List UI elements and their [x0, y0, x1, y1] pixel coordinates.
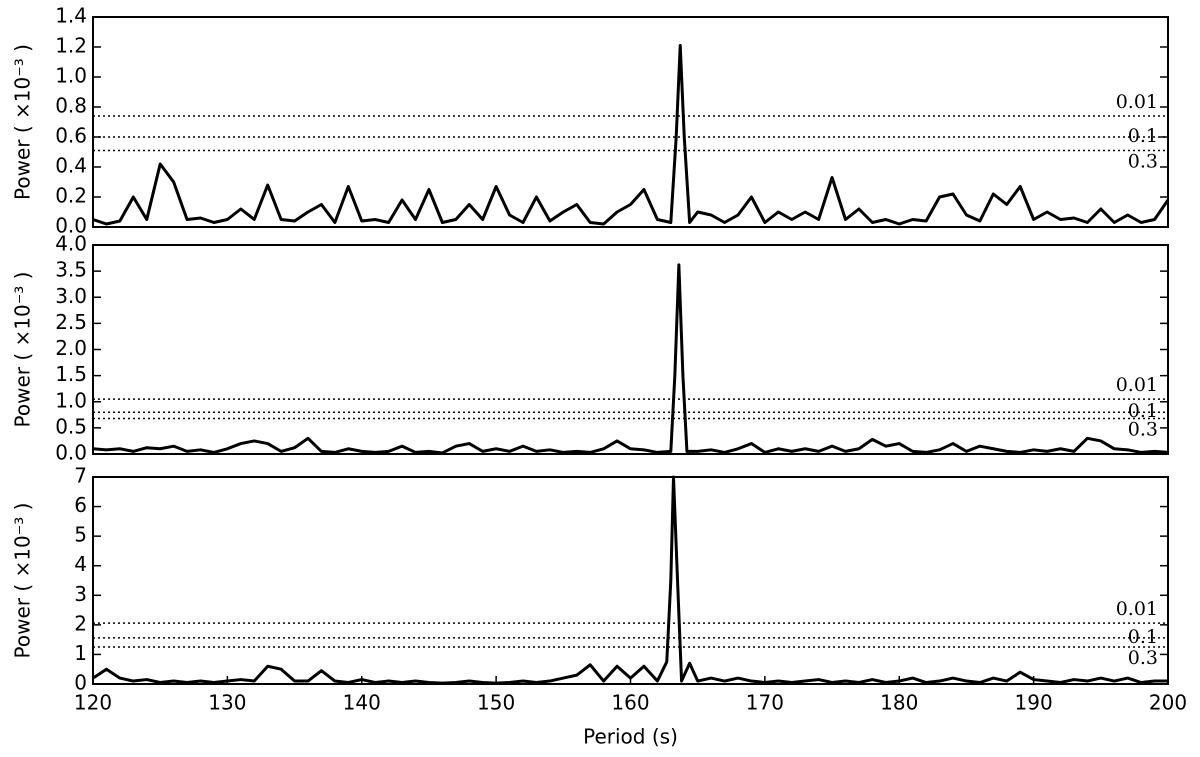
x-tick-label: 170: [746, 691, 784, 715]
x-tick-label: 120: [74, 691, 112, 715]
threshold-label: 0.3: [1128, 647, 1158, 669]
threshold-label: 0.3: [1128, 151, 1158, 173]
y-tick-label: 2.5: [55, 310, 87, 334]
plot-frame: [92, 476, 1169, 685]
y-tick-label: 0.2: [55, 184, 87, 208]
y-tick-label: 0: [74, 671, 87, 695]
y-tick-label: 0.5: [55, 414, 87, 438]
threshold-label: 0.1: [1128, 626, 1158, 648]
y-tick-label: 4.0: [55, 232, 87, 256]
threshold-label: 0.01: [1116, 598, 1158, 620]
y-tick-label: 2.0: [55, 336, 87, 360]
x-axis-label: Period (s): [583, 725, 678, 749]
y-tick-label: 1.2: [55, 34, 87, 58]
plot-frame: [92, 16, 1169, 228]
y-tick-label: 0.4: [55, 154, 87, 178]
x-tick-label: 180: [880, 691, 918, 715]
y-tick-label: 2: [74, 611, 87, 635]
y-tick-label: 0.6: [55, 124, 87, 148]
y-axis-label: Power ( ×10⁻³ ): [11, 44, 35, 200]
y-tick-label: 5: [74, 523, 87, 547]
x-tick-label: 160: [611, 691, 649, 715]
y-tick-label: 4: [74, 552, 87, 576]
threshold-label: 0.1: [1128, 400, 1158, 422]
y-axis-label: Power ( ×10⁻³ ): [11, 503, 35, 659]
x-tick-label: 150: [477, 691, 515, 715]
x-tick-label: 130: [208, 691, 246, 715]
y-tick-label: 3: [74, 582, 87, 606]
y-tick-label: 0.8: [55, 94, 87, 118]
line-series: [92, 263, 1169, 455]
line-series: [92, 475, 1168, 685]
y-tick-label: 1: [74, 641, 87, 665]
x-tick-label: 140: [343, 691, 381, 715]
y-tick-label: 0.0: [55, 441, 87, 465]
y-tick-label: 3.5: [55, 258, 87, 282]
y-tick-label: 7: [74, 464, 87, 488]
threshold-label: 0.01: [1116, 91, 1158, 113]
threshold-label: 0.01: [1116, 374, 1158, 396]
y-tick-label: 0.0: [55, 214, 87, 238]
y-tick-label: 3.0: [55, 284, 87, 308]
y-tick-label: 6: [74, 493, 87, 517]
x-tick-label: 190: [1015, 691, 1053, 715]
y-axis-label: Power ( ×10⁻³ ): [11, 272, 35, 428]
y-tick-label: 1.0: [55, 64, 87, 88]
line-series: [92, 44, 1170, 226]
threshold-label: 0.1: [1128, 125, 1158, 147]
x-tick-label: 200: [1149, 691, 1187, 715]
threshold-label: 0.3: [1128, 418, 1158, 440]
plot-frame: [92, 244, 1169, 455]
y-tick-label: 1.4: [55, 4, 87, 28]
y-tick-label: 1.5: [55, 362, 87, 386]
y-tick-label: 1.0: [55, 388, 87, 412]
